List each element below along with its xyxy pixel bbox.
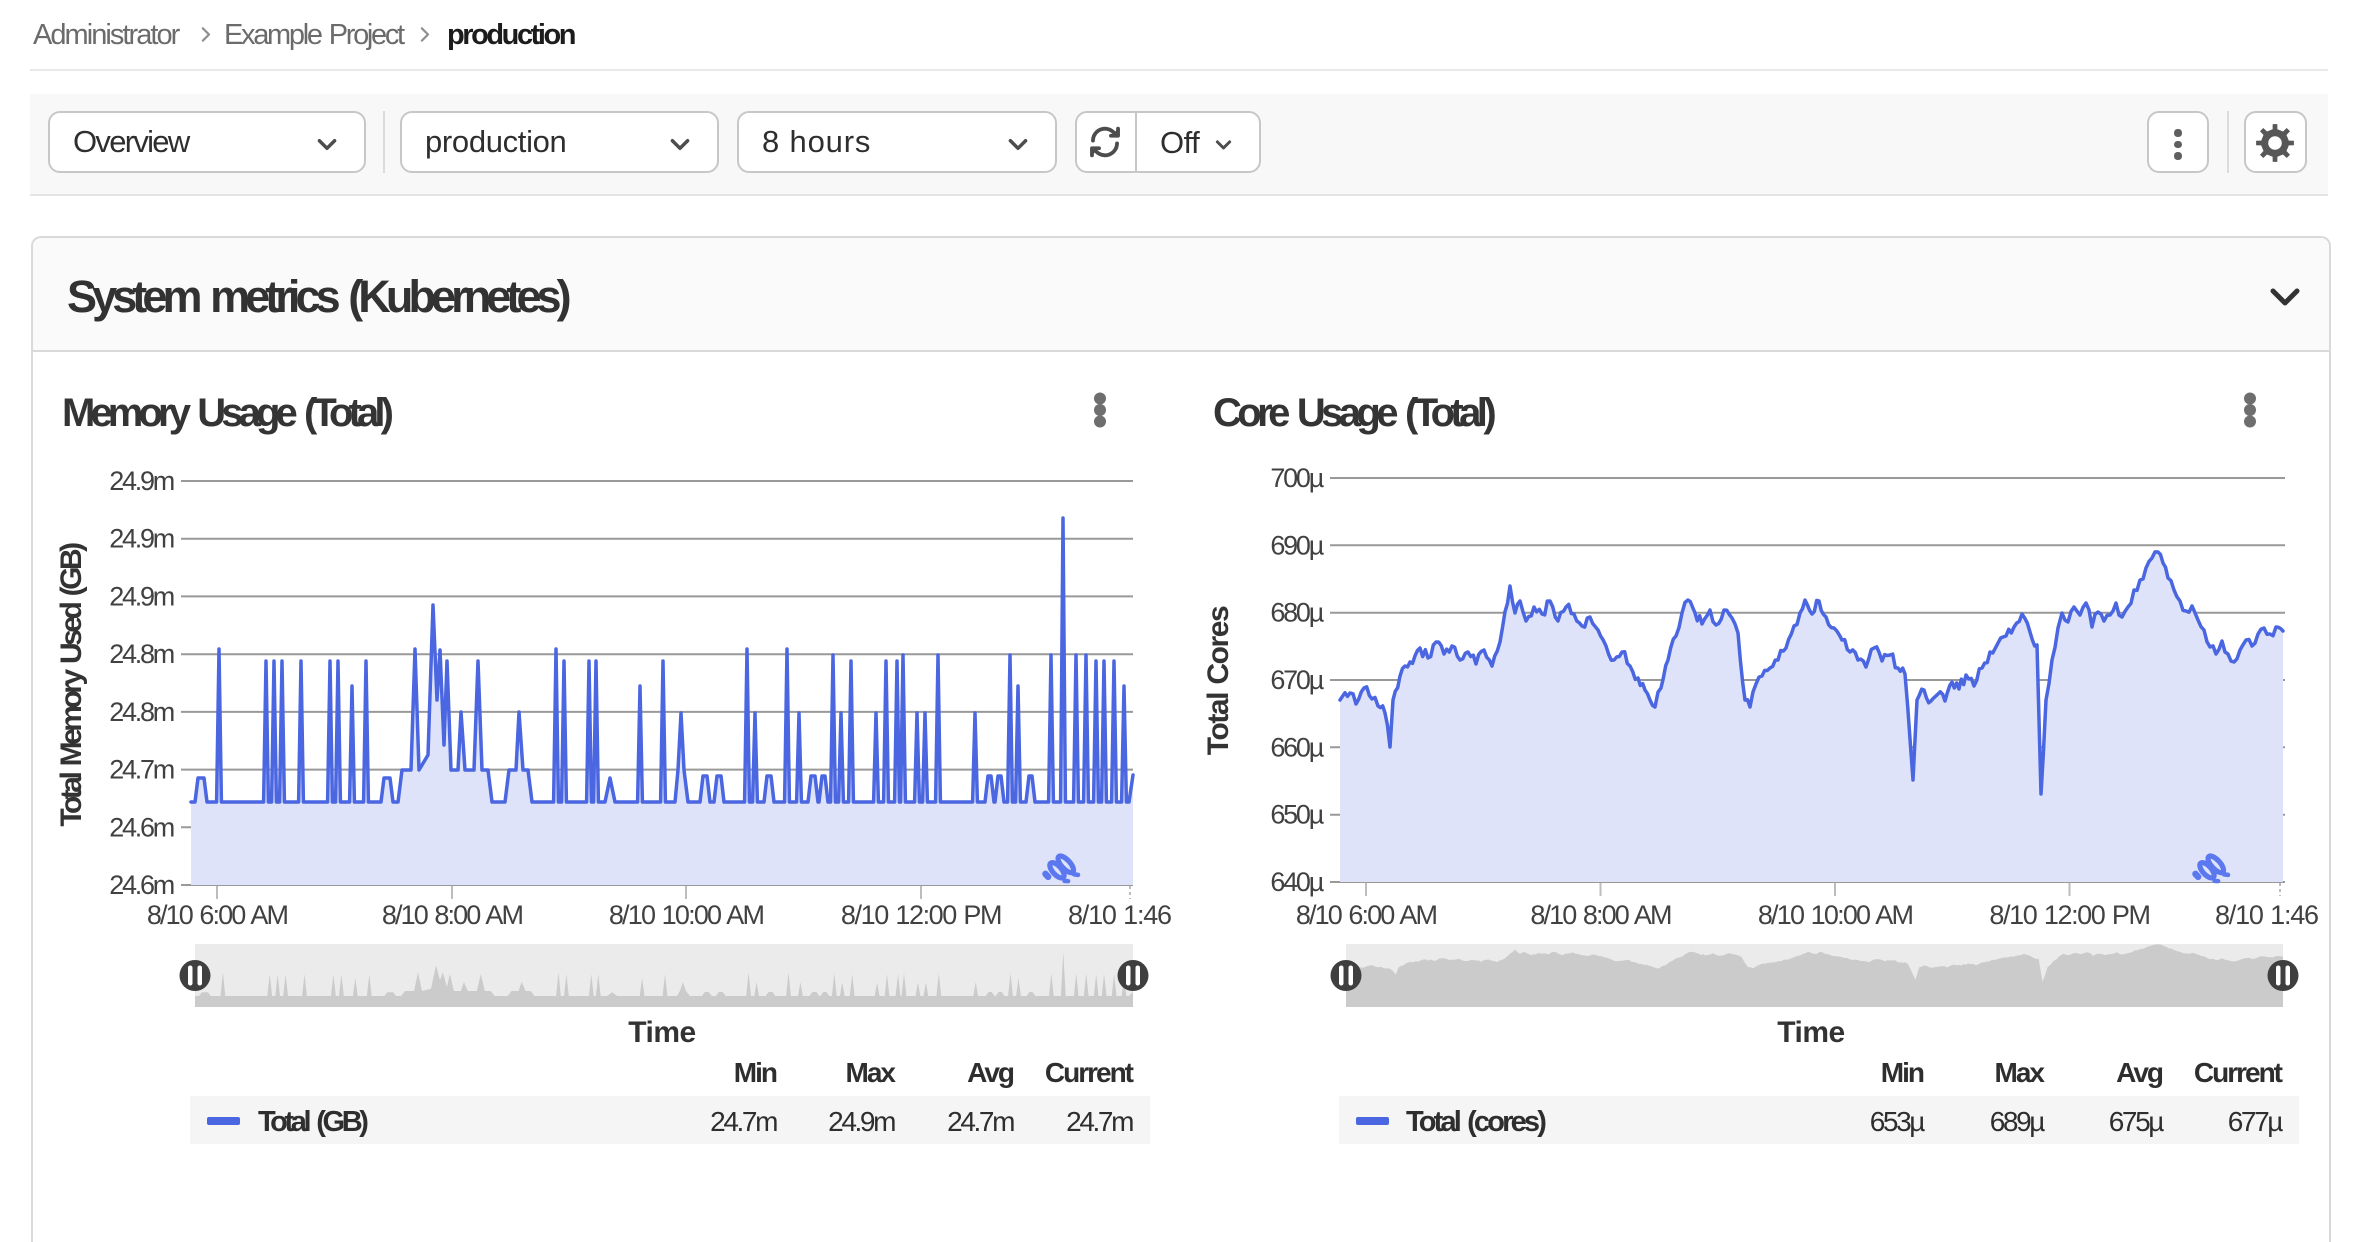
svg-text:Total (GB): Total (GB) (258, 1106, 368, 1138)
svg-text:Total (cores): Total (cores) (1406, 1106, 1546, 1138)
svg-text:Time: Time (628, 1016, 695, 1049)
svg-text:660µ: 660µ (1270, 732, 1323, 762)
svg-text:24.8m: 24.8m (109, 697, 174, 727)
svg-text:670µ: 670µ (1270, 665, 1323, 695)
svg-text:689µ: 689µ (1990, 1106, 2046, 1137)
svg-text:24.9m: 24.9m (828, 1106, 895, 1137)
svg-text:24.7m: 24.7m (947, 1106, 1014, 1137)
svg-text:Avg: Avg (967, 1057, 1014, 1088)
svg-text:8/10 8:00 AM: 8/10 8:00 AM (382, 900, 523, 930)
svg-text:700µ: 700µ (1270, 463, 1323, 493)
svg-text:24.9m: 24.9m (109, 581, 174, 611)
svg-text:Total Memory Used (GB): Total Memory Used (GB) (55, 543, 88, 827)
svg-text:Max: Max (1995, 1057, 2046, 1088)
svg-text:675µ: 675µ (2109, 1106, 2165, 1137)
svg-text:Total Cores: Total Cores (1202, 606, 1235, 755)
svg-text:Core Usage (Total): Core Usage (Total) (1213, 391, 1495, 435)
svg-text:8/10 6:00 AM: 8/10 6:00 AM (147, 900, 288, 930)
svg-text:Memory Usage (Total): Memory Usage (Total) (62, 391, 393, 435)
svg-text:8/10 8:00 AM: 8/10 8:00 AM (1530, 900, 1671, 930)
svg-text:Time: Time (1777, 1016, 1844, 1049)
svg-text:8/10 10:00 AM: 8/10 10:00 AM (609, 900, 764, 930)
svg-text:8/10 1:46 PM: 8/10 1:46 PM (2215, 900, 2358, 930)
svg-text:650µ: 650µ (1270, 800, 1323, 830)
svg-text:8/10 12:00 PM: 8/10 12:00 PM (1989, 900, 2149, 930)
svg-text:680µ: 680µ (1270, 598, 1323, 628)
svg-text:653µ: 653µ (1870, 1106, 1926, 1137)
svg-text:24.7m: 24.7m (109, 755, 174, 785)
svg-text:24.6m: 24.6m (109, 812, 174, 842)
svg-text:8/10 1:46 PM: 8/10 1:46 PM (1068, 900, 1216, 930)
svg-text:690µ: 690µ (1270, 530, 1323, 560)
svg-text:Min: Min (1881, 1057, 1924, 1088)
svg-text:8/10 12:00 PM: 8/10 12:00 PM (841, 900, 1001, 930)
svg-text:24.7m: 24.7m (710, 1106, 777, 1137)
svg-text:24.9m: 24.9m (109, 466, 174, 496)
svg-text:Current: Current (1045, 1057, 1134, 1088)
svg-text:8/10 10:00 AM: 8/10 10:00 AM (1758, 900, 1913, 930)
svg-text:Current: Current (2194, 1057, 2283, 1088)
svg-text:24.8m: 24.8m (109, 639, 174, 669)
svg-text:677µ: 677µ (2228, 1106, 2284, 1137)
svg-text:Min: Min (734, 1057, 777, 1088)
svg-text:24.7m: 24.7m (1066, 1106, 1133, 1137)
svg-text:24.6m: 24.6m (109, 870, 174, 900)
svg-text:640µ: 640µ (1270, 867, 1323, 897)
svg-text:8/10 6:00 AM: 8/10 6:00 AM (1296, 900, 1437, 930)
svg-text:Max: Max (846, 1057, 897, 1088)
svg-text:Avg: Avg (2116, 1057, 2163, 1088)
svg-text:24.9m: 24.9m (109, 524, 174, 554)
